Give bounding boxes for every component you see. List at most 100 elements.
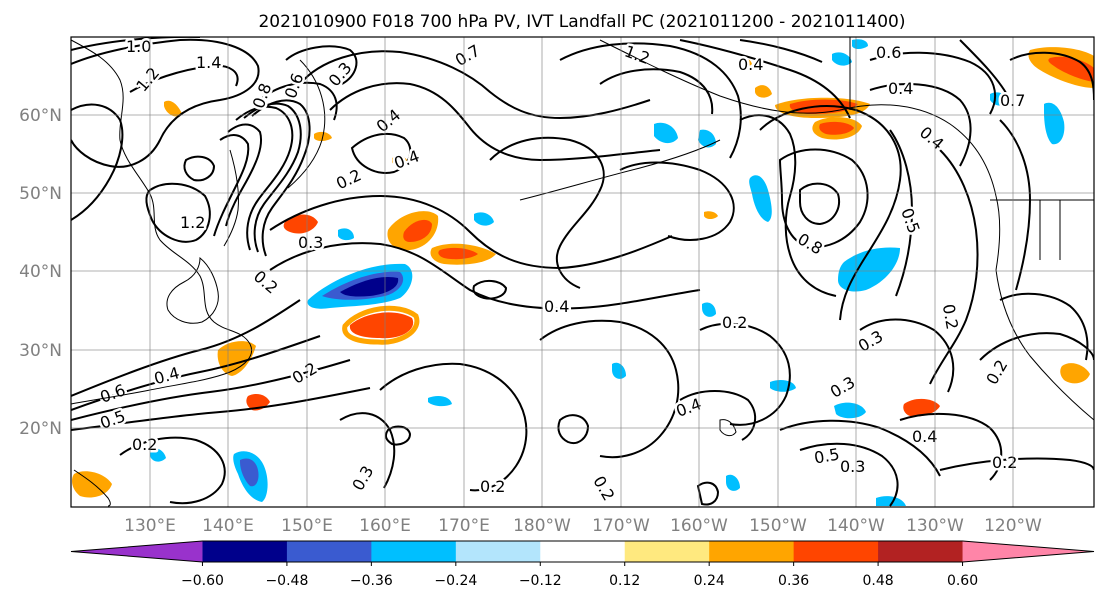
contour-label: 0.3 (298, 233, 323, 252)
state-border (849, 37, 1094, 260)
map-area: 1.0 1.4 1.2 0.8 0.6 0.3 0.7 1.2 0.4 0.4 … (71, 37, 1094, 507)
colorbar-tick-label: 0.36 (778, 573, 809, 589)
lon-label: 140°E (202, 516, 254, 536)
lon-label: 160°W (670, 516, 728, 536)
negative-anomaly-blob (832, 52, 852, 66)
contour-label: 1.4 (196, 53, 221, 72)
positive-anomaly-blob (164, 100, 182, 117)
positive-anomaly-core (819, 121, 854, 135)
lat-label: 40°N (19, 262, 62, 282)
contour-line (599, 68, 714, 115)
positive-anomaly-blob (1060, 363, 1090, 384)
colorbar-tick-label: −0.12 (519, 573, 562, 589)
contour-line (269, 194, 673, 270)
contour-line (889, 129, 914, 297)
negative-anomaly-blob (698, 129, 716, 148)
positive-anomaly-core (438, 247, 478, 260)
lat-label: 20°N (19, 419, 62, 439)
latitude-labels: 60°N 50°N 40°N 30°N 20°N (19, 106, 62, 439)
contour-line (869, 83, 972, 167)
coastlines (71, 37, 1094, 507)
coastline-hawaii (719, 419, 737, 437)
negative-anomaly-blob (876, 496, 906, 506)
colorbar-tick-label: 0.12 (609, 573, 640, 589)
contour-line (979, 332, 1094, 361)
colorbar-segment (286, 541, 372, 562)
negative-anomaly-blob (612, 362, 626, 379)
colorbar-segment (371, 541, 457, 562)
contour-line (119, 436, 226, 505)
contour-line (859, 318, 955, 393)
contour-label: 0.2 (992, 453, 1017, 472)
lon-label: 170°E (438, 516, 490, 536)
negative-anomaly-blob (474, 212, 494, 226)
contour-line (939, 457, 1094, 471)
contour-line (999, 292, 1089, 361)
negative-anomaly-blob (338, 228, 354, 241)
contour-label: 1.0 (126, 37, 151, 56)
colorbar-segment (202, 541, 288, 562)
contour-line (145, 182, 211, 243)
positive-anomaly-core (403, 219, 432, 242)
contour-line (339, 412, 396, 489)
colorbar-segment (540, 541, 626, 562)
coastline-philippines (73, 469, 111, 507)
contour-line (489, 136, 605, 289)
contour-label: 1.2 (180, 213, 205, 232)
contour-line (799, 182, 840, 226)
lat-label: 30°N (19, 341, 62, 361)
coastline-alaska (599, 39, 1001, 271)
map-title: 2021010900 F018 700 hPa PV, IVT Landfall… (258, 12, 905, 32)
colorbar-ticks: −0.60 −0.48 −0.36 −0.24 −0.12 0.12 0.24 … (181, 573, 978, 589)
lon-label: 170°W (592, 516, 650, 536)
contour-line (699, 322, 791, 426)
contour-line (329, 82, 661, 162)
lat-label: 60°N (19, 106, 62, 126)
lon-label: 180°W (513, 516, 571, 536)
positive-anomaly-blob (283, 214, 318, 234)
contour-line (225, 123, 262, 227)
contour-line (379, 362, 528, 492)
positive-anomaly-blob (392, 155, 408, 165)
contour-line (384, 425, 412, 446)
contour-line (619, 161, 735, 241)
contour-label: 0.2 (132, 435, 157, 454)
contour-line (679, 39, 851, 119)
contour-line (539, 319, 680, 459)
contour-line (559, 42, 742, 159)
contour-line (183, 155, 216, 182)
map-frame (70, 36, 1095, 508)
coastline-kamchatka (287, 59, 326, 189)
colorbar (70, 540, 1095, 566)
contour-label: 0.2 (722, 313, 747, 332)
contour-line (759, 105, 902, 321)
coastline-sakhalin (223, 149, 239, 247)
coastline-westcoast (995, 269, 1094, 421)
contour-line (243, 102, 302, 253)
positive-anomaly-blob (704, 211, 718, 219)
negative-anomaly-blob (654, 122, 678, 144)
contour-line (299, 50, 651, 120)
lon-label: 130°E (124, 516, 176, 536)
graticule (71, 37, 1094, 507)
colorbar-segment (793, 541, 879, 562)
negative-anomaly-blob (150, 448, 166, 462)
contour-line (71, 103, 124, 221)
contour-line (959, 39, 1011, 101)
lon-label: 150°E (281, 516, 333, 536)
lon-label: 150°W (749, 516, 807, 536)
contour-label: 0.6 (876, 43, 901, 62)
colorbar-segment (709, 541, 795, 562)
positive-anomaly-rim (342, 305, 420, 345)
colorbar-segment (878, 541, 964, 562)
contour-line (679, 390, 757, 441)
contour-line (213, 134, 250, 237)
colorbar-tick-label: −0.36 (350, 573, 393, 589)
contour-line (799, 442, 899, 507)
contour-line (129, 64, 239, 93)
contour-line (251, 99, 311, 257)
negative-anomaly-blob (726, 474, 740, 491)
contour-label: 0.2 (939, 303, 962, 331)
contour-line (259, 81, 338, 121)
negative-anomaly-blob (702, 302, 716, 317)
